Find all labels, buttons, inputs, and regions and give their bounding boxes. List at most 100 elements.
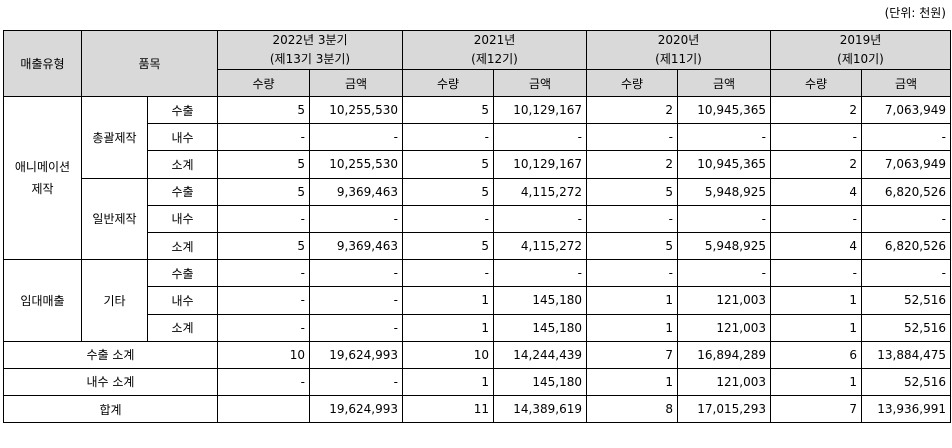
cell: 9,369,463: [309, 177, 403, 206]
header-qty: 수량: [770, 69, 862, 97]
row-subtype: 내수: [147, 123, 218, 152]
cell: 7: [586, 340, 678, 369]
cell: -: [677, 259, 771, 288]
header-sales-type: 매출유형: [3, 30, 82, 97]
row-subtype: 소계: [147, 313, 218, 342]
cell: 10: [402, 340, 494, 369]
cell: -: [217, 204, 310, 233]
table-row: 내수 --------: [4, 204, 951, 233]
cell: 10,945,365: [677, 150, 771, 179]
row-subtype: 소계: [147, 231, 218, 261]
cell: 10,129,167: [493, 150, 587, 179]
cell: 145,180: [493, 286, 587, 315]
header-amount: 금액: [493, 69, 587, 97]
item-normal-production: 일반제작: [81, 177, 148, 261]
table-row: 소계 5 10,255,530 5 10,129,167 2 10,945,365 2 7,0…: [4, 150, 951, 179]
cell: 2: [770, 95, 862, 125]
cell: [217, 395, 310, 424]
cell: -: [217, 286, 310, 315]
cell: -: [217, 313, 310, 342]
cell: 13,936,991: [861, 395, 951, 424]
cell: 1: [770, 313, 862, 342]
cell: -: [402, 204, 494, 233]
total-label: 수출 소계: [3, 340, 218, 369]
cell: -: [217, 259, 310, 288]
cell: -: [309, 313, 403, 342]
table-body: 애니메이션 제작 총괄제작 수출 5 10,255,530 5 10,129,167 2…: [3, 95, 951, 424]
cell: 14,244,439: [493, 340, 587, 369]
cell: 5: [402, 177, 494, 206]
cell: 121,003: [677, 313, 771, 342]
cell: 1: [402, 367, 494, 397]
cell: 1: [770, 286, 862, 315]
cell: -: [770, 123, 862, 152]
cell: 1: [770, 367, 862, 397]
row-subtype: 소계: [147, 150, 218, 179]
table-row: 소계 5 9,369,463 5 4,115,272 5 5,948,925 4 6,820,…: [4, 231, 951, 261]
cell: -: [770, 259, 862, 288]
cell: -: [217, 367, 310, 397]
cell: 10,945,365: [677, 95, 771, 125]
header-qty: 수량: [217, 69, 310, 97]
row-subtype: 내수: [147, 204, 218, 233]
cell: 7,063,949: [861, 95, 951, 125]
header-qty: 수량: [586, 69, 678, 97]
cell: 10,129,167: [493, 95, 587, 125]
cell: 5: [217, 231, 310, 261]
cell: 19,624,993: [309, 340, 403, 369]
cell: 5: [217, 150, 310, 179]
total-row-grand: 합계 19,624,993 11 14,389,619 8 17,015,293 7 13,…: [3, 395, 951, 424]
cell: -: [493, 259, 587, 288]
cell: 5: [402, 231, 494, 261]
cell: 145,180: [493, 313, 587, 342]
cell: 7,063,949: [861, 150, 951, 179]
group-animation: 애니메이션 제작: [3, 95, 82, 261]
cell: 14,389,619: [493, 395, 587, 424]
cell: 5: [586, 231, 678, 261]
cell: 1: [586, 286, 678, 315]
cell: -: [217, 123, 310, 152]
sales-table: 매출유형 품목 2022년 3분기 (제13기 3분기) 2021년 (제12기) …: [3, 30, 951, 424]
cell: 5: [402, 150, 494, 179]
cell: 121,003: [677, 286, 771, 315]
cell: 145,180: [493, 367, 587, 397]
cell: 52,516: [861, 367, 951, 397]
cell: 2: [586, 95, 678, 125]
cell: 2: [586, 150, 678, 179]
table-row: 애니메이션 제작 총괄제작 수출 5 10,255,530 5 10,129,167 2…: [3, 95, 951, 261]
total-row-export: 수출 소계 10 19,624,993 10 14,244,439 7 16,894,28…: [3, 340, 951, 369]
cell: 5,948,925: [677, 231, 771, 261]
cell: 121,003: [677, 367, 771, 397]
total-label: 내수 소계: [3, 367, 218, 397]
cell: -: [402, 123, 494, 152]
cell: 5: [402, 95, 494, 125]
header-amount: 금액: [861, 69, 951, 97]
table-header: 매출유형 품목 2022년 3분기 (제13기 3분기) 2021년 (제12기) …: [3, 30, 951, 97]
cell: -: [861, 204, 951, 233]
header-period-2022q3: 2022년 3분기 (제13기 3분기): [217, 30, 403, 70]
cell: 1: [586, 367, 678, 397]
cell: 4,115,272: [493, 231, 587, 261]
cell: -: [309, 204, 403, 233]
cell: -: [677, 123, 771, 152]
item-other: 기타: [81, 259, 148, 342]
cell: 13,884,475: [861, 340, 951, 369]
cell: 5: [586, 177, 678, 206]
header-item: 품목: [81, 30, 218, 97]
table-row: 임대매출 기타 수출 --------: [3, 259, 951, 342]
header-qty: 수량: [402, 69, 494, 97]
item-general-production: 총괄제작: [81, 96, 148, 179]
cell: -: [309, 367, 403, 397]
table-row: 일반제작 수출 5 9,369,463 5 4,115,272 5 5,948,925 4 6…: [4, 177, 951, 261]
unit-label: (단위: 천원): [884, 6, 946, 20]
header-period-2020: 2020년 (제11기): [586, 30, 771, 70]
cell: -: [861, 259, 951, 288]
cell: 16,894,289: [677, 340, 771, 369]
cell: 5: [217, 177, 310, 206]
header-amount: 금액: [677, 69, 771, 97]
cell: 17,015,293: [677, 395, 771, 424]
cell: 4: [770, 177, 862, 206]
row-subtype: 수출: [147, 259, 218, 288]
cell: -: [586, 259, 678, 288]
cell: -: [402, 259, 494, 288]
